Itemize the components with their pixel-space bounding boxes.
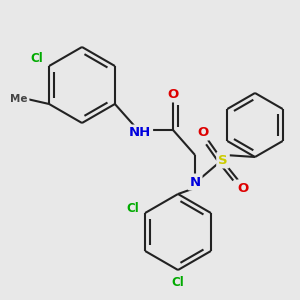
Text: N: N xyxy=(189,176,201,188)
Text: O: O xyxy=(237,182,249,194)
Text: O: O xyxy=(197,125,208,139)
Text: NH: NH xyxy=(129,127,151,140)
Text: O: O xyxy=(167,88,178,100)
Text: Cl: Cl xyxy=(172,275,184,289)
Text: Me: Me xyxy=(10,94,28,104)
Text: Cl: Cl xyxy=(127,202,140,214)
Text: Cl: Cl xyxy=(31,52,44,65)
Text: S: S xyxy=(218,154,228,166)
